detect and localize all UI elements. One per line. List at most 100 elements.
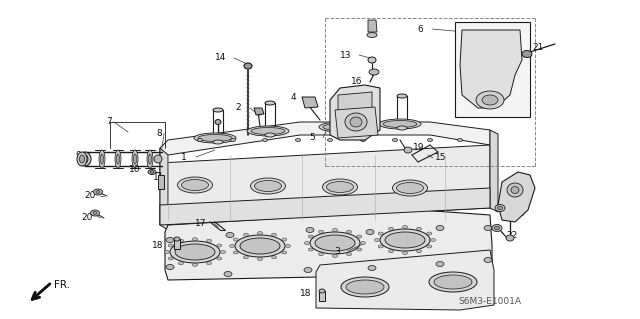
Ellipse shape: [207, 262, 211, 265]
Polygon shape: [165, 210, 492, 280]
Ellipse shape: [428, 138, 433, 142]
Ellipse shape: [403, 251, 408, 255]
Ellipse shape: [304, 268, 312, 272]
Ellipse shape: [243, 256, 248, 259]
Ellipse shape: [404, 147, 412, 153]
Text: 9: 9: [76, 151, 81, 160]
Text: 15: 15: [435, 153, 447, 162]
Ellipse shape: [282, 238, 287, 241]
Ellipse shape: [132, 150, 138, 168]
Ellipse shape: [383, 121, 417, 128]
Ellipse shape: [221, 250, 225, 254]
Ellipse shape: [166, 238, 174, 242]
Ellipse shape: [296, 138, 301, 142]
Bar: [174, 239, 180, 249]
Ellipse shape: [397, 126, 407, 130]
Ellipse shape: [265, 101, 275, 105]
Text: 20: 20: [84, 191, 96, 201]
Ellipse shape: [166, 264, 174, 270]
Ellipse shape: [148, 154, 152, 164]
Ellipse shape: [116, 154, 120, 164]
Text: 13: 13: [339, 50, 351, 60]
Bar: [158, 175, 164, 189]
Ellipse shape: [77, 152, 87, 166]
Ellipse shape: [233, 238, 238, 241]
Ellipse shape: [319, 289, 325, 293]
Ellipse shape: [250, 178, 285, 194]
Ellipse shape: [257, 232, 262, 234]
Ellipse shape: [319, 253, 323, 256]
Text: 16: 16: [351, 78, 362, 86]
Text: 6: 6: [417, 25, 423, 33]
Ellipse shape: [397, 182, 424, 194]
Ellipse shape: [522, 50, 532, 57]
Ellipse shape: [93, 189, 102, 195]
Ellipse shape: [380, 229, 430, 251]
Ellipse shape: [323, 179, 358, 195]
Ellipse shape: [350, 117, 362, 127]
Polygon shape: [302, 97, 318, 108]
Ellipse shape: [484, 226, 492, 231]
Ellipse shape: [271, 256, 276, 259]
Ellipse shape: [148, 169, 156, 174]
Ellipse shape: [198, 138, 202, 142]
Polygon shape: [490, 130, 498, 212]
Polygon shape: [160, 148, 168, 230]
Ellipse shape: [262, 138, 268, 142]
Ellipse shape: [417, 227, 422, 230]
Ellipse shape: [326, 182, 353, 192]
Ellipse shape: [484, 257, 492, 263]
Ellipse shape: [233, 251, 238, 254]
Ellipse shape: [235, 235, 285, 257]
Text: 17: 17: [195, 219, 206, 227]
Bar: [319, 291, 325, 301]
Text: 1: 1: [181, 152, 187, 161]
Ellipse shape: [305, 241, 310, 244]
Ellipse shape: [388, 227, 394, 230]
Ellipse shape: [308, 248, 313, 251]
Ellipse shape: [378, 232, 383, 235]
Ellipse shape: [429, 272, 477, 292]
Ellipse shape: [368, 57, 376, 63]
Ellipse shape: [213, 140, 223, 144]
Ellipse shape: [315, 235, 355, 251]
Ellipse shape: [255, 181, 282, 191]
Text: 18: 18: [300, 290, 311, 299]
Ellipse shape: [194, 133, 236, 143]
Polygon shape: [338, 92, 372, 113]
Polygon shape: [368, 20, 377, 32]
Ellipse shape: [230, 138, 236, 142]
Polygon shape: [316, 250, 494, 310]
Ellipse shape: [310, 232, 360, 254]
Text: 8: 8: [156, 129, 162, 137]
Ellipse shape: [150, 171, 154, 173]
Ellipse shape: [224, 271, 232, 277]
Ellipse shape: [193, 238, 198, 241]
Ellipse shape: [346, 230, 351, 233]
Ellipse shape: [147, 150, 153, 168]
Ellipse shape: [168, 257, 173, 260]
Ellipse shape: [217, 257, 221, 260]
Ellipse shape: [388, 250, 394, 253]
Ellipse shape: [427, 232, 432, 235]
Ellipse shape: [403, 226, 408, 228]
Ellipse shape: [379, 119, 421, 129]
Ellipse shape: [346, 280, 384, 294]
Ellipse shape: [319, 230, 323, 233]
Ellipse shape: [427, 245, 432, 248]
Ellipse shape: [96, 190, 100, 194]
Ellipse shape: [436, 226, 444, 231]
Ellipse shape: [243, 233, 248, 236]
Text: 11: 11: [153, 174, 164, 182]
Ellipse shape: [368, 265, 376, 271]
Ellipse shape: [79, 155, 84, 163]
Polygon shape: [498, 172, 535, 222]
Ellipse shape: [154, 155, 162, 163]
Ellipse shape: [319, 122, 361, 132]
Text: 12: 12: [522, 181, 533, 189]
Ellipse shape: [495, 226, 499, 230]
Ellipse shape: [476, 91, 504, 109]
Ellipse shape: [392, 180, 428, 196]
Ellipse shape: [282, 251, 287, 254]
Ellipse shape: [213, 108, 223, 112]
